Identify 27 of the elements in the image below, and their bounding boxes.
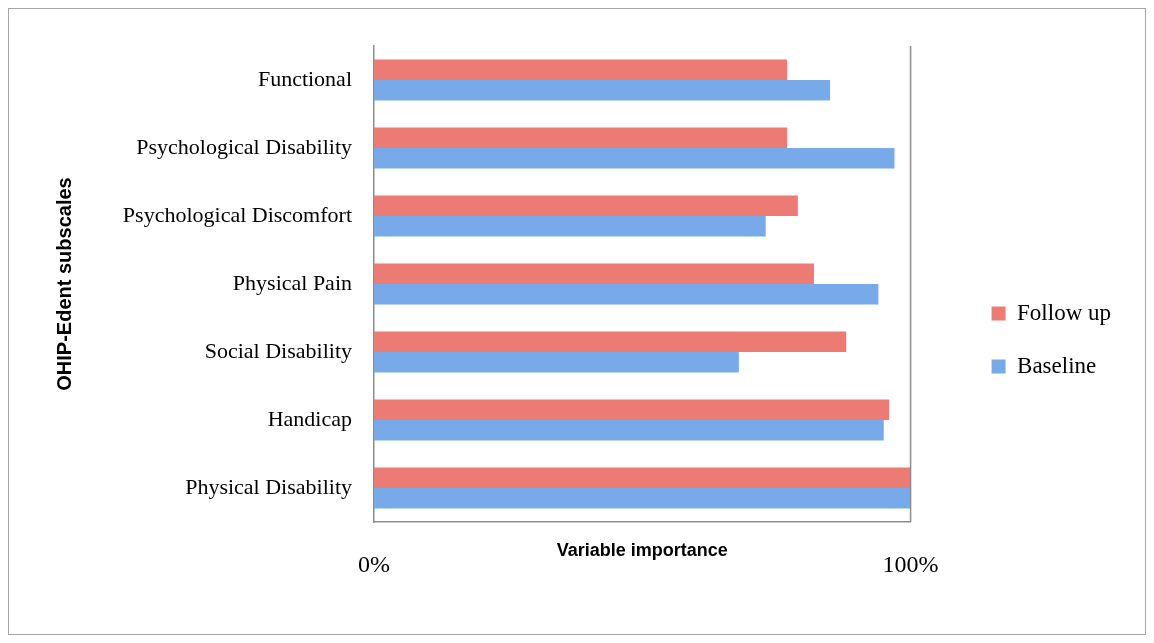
bar: [374, 331, 847, 352]
y-tick-label: Handicap: [267, 405, 352, 431]
bar: [374, 216, 766, 237]
y-tick-label: Functional: [257, 65, 352, 91]
y-tick-label: Psychological Disability: [136, 133, 352, 159]
y-axis-title: OHIP-Edent subscales: [52, 177, 75, 391]
x-tick-label: 100%: [882, 550, 939, 577]
y-tick-label: Physical Pain: [232, 269, 352, 295]
bar: [374, 148, 895, 169]
bar: [374, 488, 911, 509]
y-tick-label: Social Disability: [204, 337, 352, 363]
y-tick-label: Physical Disability: [185, 473, 352, 499]
bar: [374, 420, 884, 441]
bar: [374, 59, 788, 80]
bar: [374, 399, 890, 420]
bar: [374, 284, 879, 305]
bar: [374, 195, 798, 216]
bar: [374, 352, 739, 373]
x-axis-title: Variable importance: [556, 539, 728, 560]
bar: [374, 127, 788, 148]
bar: [374, 80, 831, 101]
bar: [374, 263, 814, 284]
y-tick-label: Psychological Discomfort: [122, 201, 352, 227]
legend-label: Follow up: [1017, 299, 1112, 325]
x-tick-label: 0%: [358, 550, 390, 577]
legend-label: Baseline: [1017, 352, 1097, 378]
bar: [374, 467, 911, 488]
